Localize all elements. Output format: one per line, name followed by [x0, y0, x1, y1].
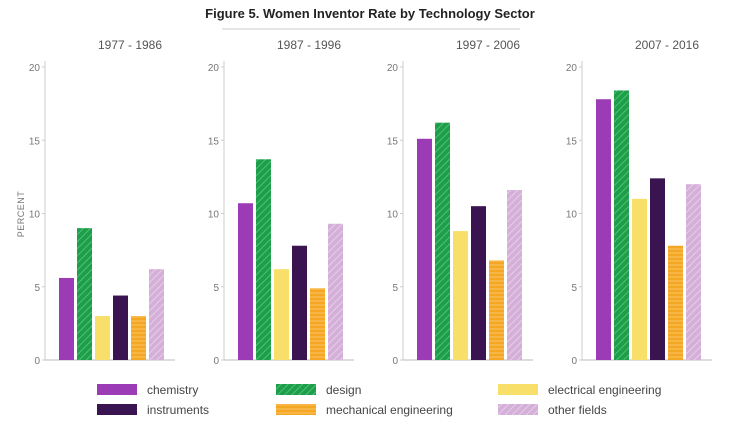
bar-electrical-engineering	[274, 269, 289, 360]
legend-item-mechanical-engineering: mechanical engineering	[276, 403, 453, 417]
y-axis-label: PERCENT	[16, 191, 26, 238]
legend-label: mechanical engineering	[326, 403, 453, 417]
legend-swatch	[498, 384, 538, 395]
bar-instruments	[113, 295, 128, 360]
legend-swatch	[498, 404, 538, 415]
legend-label: design	[326, 383, 361, 397]
panel-title: 2007 - 2016	[635, 38, 699, 52]
y-tick-label: 10	[208, 210, 220, 221]
y-tick-label: 10	[566, 210, 578, 221]
y-tick-label: 5	[213, 283, 219, 294]
panel-title: 1997 - 2006	[456, 38, 520, 52]
panel-title: 1987 - 1996	[277, 38, 341, 52]
y-tick-label: 0	[392, 356, 398, 367]
bar-instruments	[650, 178, 665, 360]
legend-item-chemistry: chemistry	[97, 383, 198, 397]
y-tick-label: 15	[387, 136, 399, 147]
bar-mechanical-engineering	[489, 260, 504, 360]
bar-chemistry	[59, 277, 74, 360]
bar-other-fields	[149, 269, 164, 360]
y-tick-label: 10	[29, 210, 41, 221]
y-tick-label: 5	[571, 283, 577, 294]
bar-design	[256, 159, 271, 360]
y-tick-label: 5	[34, 283, 40, 294]
bar-chemistry	[238, 203, 253, 360]
legend-label: electrical engineering	[548, 383, 661, 397]
y-tick-label: 20	[29, 63, 41, 74]
bar-design	[435, 122, 450, 360]
bar-instruments	[471, 206, 486, 360]
bar-other-fields	[686, 184, 701, 360]
y-tick-label: 15	[29, 136, 41, 147]
bar-mechanical-engineering	[131, 316, 146, 360]
chart-title: Figure 5. Women Inventor Rate by Technol…	[205, 6, 535, 21]
y-tick-label: 20	[387, 63, 399, 74]
y-tick-label: 10	[387, 210, 399, 221]
bar-design	[614, 90, 629, 360]
legend-swatch	[97, 384, 137, 395]
legend-label: other fields	[548, 403, 607, 417]
bar-mechanical-engineering	[668, 245, 683, 360]
y-tick-label: 5	[392, 283, 398, 294]
panel-title: 1977 - 1986	[98, 38, 162, 52]
legend-swatch	[276, 384, 316, 395]
bar-chemistry	[596, 99, 611, 360]
legend: chemistry design electrical engineering ins…	[97, 383, 661, 417]
legend-item-electrical-engineering: electrical engineering	[498, 383, 661, 397]
bar-chemistry	[417, 138, 432, 360]
panel-2: 1987 - 1996 0 5 10 15 20	[208, 38, 354, 367]
panel-1: 1977 - 1986 0 5 10 15 20	[29, 38, 175, 367]
bar-mechanical-engineering	[310, 288, 325, 360]
legend-item-other-fields: other fields	[498, 403, 607, 417]
y-tick-label: 0	[213, 356, 219, 367]
bar-electrical-engineering	[453, 231, 468, 360]
legend-label: instruments	[147, 403, 209, 417]
bar-electrical-engineering	[632, 198, 647, 360]
panel-3: 1997 - 2006 0 5 10 15 20	[387, 38, 533, 367]
y-tick-label: 0	[571, 356, 577, 367]
legend-item-design: design	[276, 383, 361, 397]
bar-other-fields	[328, 223, 343, 360]
legend-swatch	[97, 404, 137, 415]
y-tick-label: 0	[34, 356, 40, 367]
y-tick-label: 20	[208, 63, 220, 74]
bar-other-fields	[507, 190, 522, 360]
legend-label: chemistry	[147, 383, 198, 397]
bar-design	[77, 228, 92, 360]
y-tick-label: 15	[208, 136, 220, 147]
legend-swatch	[276, 404, 316, 415]
y-tick-label: 15	[566, 136, 578, 147]
legend-item-instruments: instruments	[97, 403, 209, 417]
bar-instruments	[292, 245, 307, 360]
bar-electrical-engineering	[95, 316, 110, 360]
y-tick-label: 20	[566, 63, 578, 74]
panel-4: 2007 - 2016 0 5 10 15 20	[566, 38, 712, 367]
